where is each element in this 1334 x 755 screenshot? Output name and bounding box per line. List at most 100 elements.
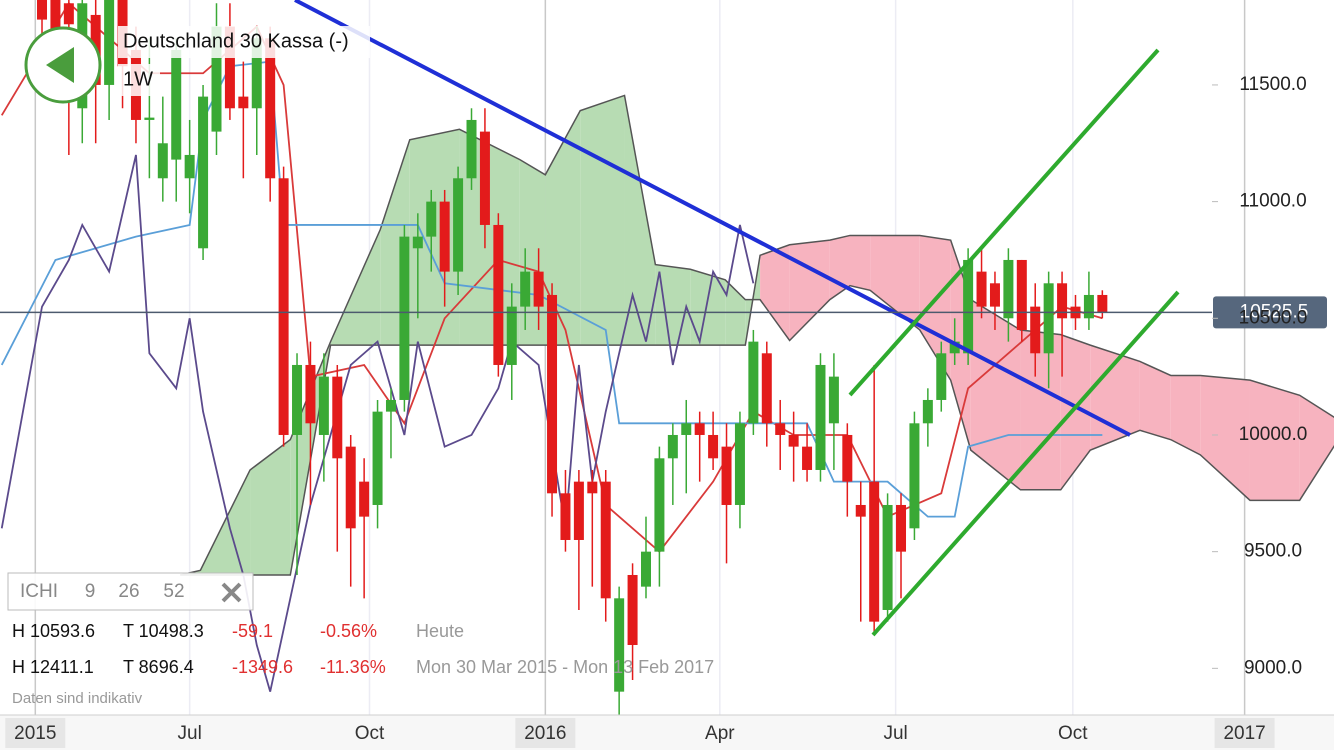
info-cell: H 10593.6 [12,621,95,641]
candle-body [775,423,786,435]
y-tick-label: 10000.0 [1239,424,1308,445]
cloud-fill [690,269,726,346]
candle-body [1003,259,1014,319]
info-cell: Mon 30 Mar 2015 - Mon 13 Feb 2017 [416,657,714,677]
candle-body [869,481,880,622]
candle-body [385,399,396,412]
x-tick-label: Oct [1058,723,1088,744]
candle-body [412,236,423,249]
info-cell: -1349.6 [232,657,293,677]
candle-body [788,434,799,447]
candle-body [547,294,558,494]
channel-line [848,48,1160,397]
candle-body [479,131,490,225]
candles [37,0,1108,715]
candle-body [721,446,732,505]
info-cell: -59.1 [232,621,273,641]
x-tick-label: 2016 [524,723,566,744]
info-cell: T 8696.4 [123,657,194,677]
x-tick-label: Jul [178,723,202,744]
candle-body [506,306,517,365]
candle-body [292,364,303,435]
y-tick-label: 11500.0 [1239,74,1306,95]
candle-body [681,423,692,435]
chart-title: Deutschland 30 Kassa (-) [123,30,349,52]
candle-body [989,283,1000,307]
candle-body [359,481,370,517]
candle-body [157,143,168,179]
candle-body [654,458,665,552]
candle-body [372,411,383,505]
candle-body [50,0,61,39]
close-icon[interactable] [221,582,242,603]
info-cell: T 10498.3 [123,621,204,641]
candle-body [936,353,947,400]
channel-line [871,290,1180,637]
x-tick-label: Apr [705,723,735,744]
candle-body [896,504,907,552]
indicator-line [0,154,755,692]
cloud-fill [1060,334,1091,490]
y-tick-label: 9500.0 [1244,541,1302,562]
candle-body [560,493,571,540]
candle-body [828,376,839,424]
candle-body [345,446,356,529]
info-cell: Heute [416,621,464,641]
disclaimer: Daten sind indikativ [12,690,143,707]
x-tick-label: 2017 [1223,723,1265,744]
y-tick-label: 9000.0 [1244,657,1302,678]
axes: 2015 Jul Oct 2016 Apr Jul Oct 2017 9000.0 9500.0 1… [0,74,1334,750]
grid [34,0,1246,715]
candle-body [453,178,464,272]
last-price-label: 10525.5 [1240,301,1309,322]
cloud-fill [545,110,581,346]
info-cell: -11.36% [320,657,386,677]
candle-body [184,154,195,179]
cloud-fill [919,235,951,381]
candle-body [332,376,343,459]
candle-body [238,96,249,109]
cloud-fill [409,129,460,346]
candle-body [855,504,866,517]
candle-body [963,259,974,354]
candle-body [1043,283,1054,354]
candle-body [600,481,611,599]
candle-body [882,504,893,610]
indicator-box[interactable] [7,572,254,611]
info-panel: ICHI 9 26 52 H 10593.6 T 10498.3 -59.1 -0.5… [7,572,714,707]
cloud-fill [1020,329,1061,490]
candle-body [63,3,74,25]
candle-body [842,434,853,482]
candle-body [1016,259,1027,330]
interval: 1W [123,68,153,90]
info-cell: -0.56% [320,621,377,641]
candle-body [224,26,235,109]
candle-body [37,0,48,20]
candle-body [1083,294,1094,319]
year-bg [515,718,576,748]
candle-body [1097,294,1108,313]
candle-body [909,423,920,529]
candle-body [318,376,329,435]
y-tick-label: 10500.0 [1239,307,1308,328]
candle-body [493,224,504,365]
candle-body [1030,306,1041,354]
candle-body [573,481,584,540]
cloud-fill [1249,380,1300,501]
candle-body [922,399,933,424]
candle-body [694,423,705,435]
x-tick-label: Jul [883,723,907,744]
candle-body [748,341,759,424]
candle-body [976,271,987,307]
cloud-fill [850,235,871,291]
candle-body [1057,283,1068,319]
year-bg [5,718,66,748]
candle-body [533,271,544,307]
candle-body [265,38,276,179]
cloud-fill [1139,361,1171,440]
candle-body [171,49,182,160]
cloud-fill [250,439,291,575]
candle-body [802,446,813,470]
candle-body [708,434,719,459]
x-tick-label: 2015 [14,723,56,744]
